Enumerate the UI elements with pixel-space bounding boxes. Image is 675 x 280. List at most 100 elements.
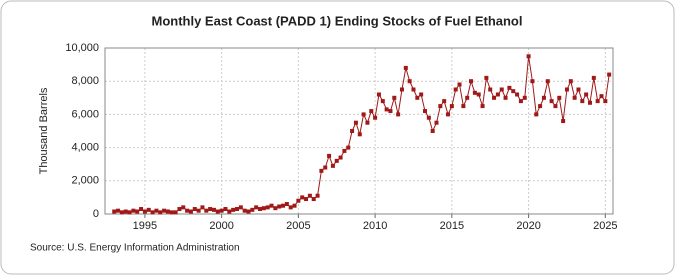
data-point	[219, 208, 224, 213]
data-point	[568, 79, 573, 84]
data-point	[369, 109, 374, 114]
data-point	[353, 120, 358, 125]
x-tick-label: 2015	[440, 220, 464, 232]
data-point	[281, 203, 286, 208]
plot-area	[104, 47, 614, 215]
data-point	[185, 208, 190, 213]
data-point	[116, 208, 121, 213]
data-point	[534, 112, 539, 117]
data-point	[587, 100, 592, 105]
data-point	[192, 207, 197, 212]
data-point	[469, 79, 474, 84]
data-point	[277, 204, 282, 209]
data-point	[492, 95, 497, 100]
data-point	[503, 95, 508, 100]
x-tick-label: 2020	[516, 220, 540, 232]
data-point	[139, 207, 144, 212]
x-tick-label: 2025	[593, 220, 617, 232]
data-point	[319, 168, 324, 173]
data-point	[530, 79, 535, 84]
data-point	[323, 165, 328, 170]
data-point	[430, 129, 435, 133]
data-point	[273, 206, 278, 211]
data-point	[511, 89, 516, 94]
data-point	[265, 205, 270, 210]
data-point	[415, 95, 420, 100]
data-point	[538, 104, 543, 109]
data-point	[254, 205, 259, 210]
data-point	[595, 99, 600, 104]
data-point	[607, 72, 612, 77]
x-tick-label: 1995	[133, 220, 157, 232]
data-point	[361, 112, 366, 117]
y-tick-label: 0	[93, 208, 99, 220]
chart-title: Monthly East Coast (PADD 1) Ending Stock…	[151, 13, 522, 28]
data-point	[507, 85, 512, 90]
data-point	[269, 203, 274, 208]
data-point	[407, 79, 412, 84]
data-point	[446, 112, 451, 117]
data-point	[476, 92, 481, 97]
data-point	[472, 90, 477, 95]
data-point	[258, 207, 263, 212]
data-point	[250, 207, 255, 212]
data-point	[200, 205, 205, 210]
data-point	[315, 193, 320, 198]
data-point	[234, 207, 239, 212]
data-point	[403, 65, 408, 70]
data-point	[411, 87, 416, 92]
data-point	[357, 132, 362, 137]
data-point	[196, 208, 201, 213]
data-point	[158, 210, 163, 215]
data-point	[599, 94, 604, 99]
data-point	[227, 209, 232, 214]
data-point	[438, 104, 443, 109]
data-point	[434, 120, 439, 125]
data-point	[131, 208, 136, 213]
data-point	[261, 206, 266, 211]
data-point	[373, 115, 378, 120]
data-point	[515, 92, 520, 97]
data-point	[338, 155, 343, 160]
data-point	[327, 153, 332, 158]
data-point	[154, 208, 159, 213]
data-point	[522, 95, 527, 100]
data-point	[422, 109, 427, 114]
data-point	[242, 208, 247, 213]
data-point	[231, 207, 236, 212]
y-tick-label: 10,000	[65, 42, 99, 54]
y-tick-label: 4,000	[71, 142, 99, 154]
data-point	[392, 95, 397, 100]
data-point	[350, 129, 355, 133]
data-point	[211, 207, 216, 212]
data-point	[591, 75, 596, 80]
data-point	[461, 104, 466, 109]
data-point	[480, 104, 485, 109]
data-point	[376, 92, 381, 97]
data-point	[146, 207, 151, 212]
data-point	[449, 104, 454, 109]
data-point	[135, 209, 140, 214]
data-point	[292, 203, 297, 208]
data-point	[284, 202, 289, 207]
data-point	[419, 92, 424, 97]
data-point	[564, 87, 569, 92]
data-point	[399, 87, 404, 92]
data-point	[572, 95, 577, 100]
data-point	[181, 205, 186, 210]
data-point	[162, 208, 167, 213]
data-point	[526, 54, 531, 59]
data-point	[208, 207, 213, 212]
source-note: Source: U.S. Energy Information Administ…	[30, 243, 240, 254]
data-point	[127, 210, 132, 215]
y-axis-label: Thousand Barrels	[38, 87, 50, 174]
data-point	[215, 209, 220, 214]
data-point	[173, 210, 178, 215]
data-point	[553, 104, 558, 109]
data-point	[346, 145, 351, 150]
data-point	[495, 92, 500, 97]
data-point	[311, 197, 316, 202]
data-point	[334, 158, 339, 163]
data-point	[330, 163, 335, 168]
